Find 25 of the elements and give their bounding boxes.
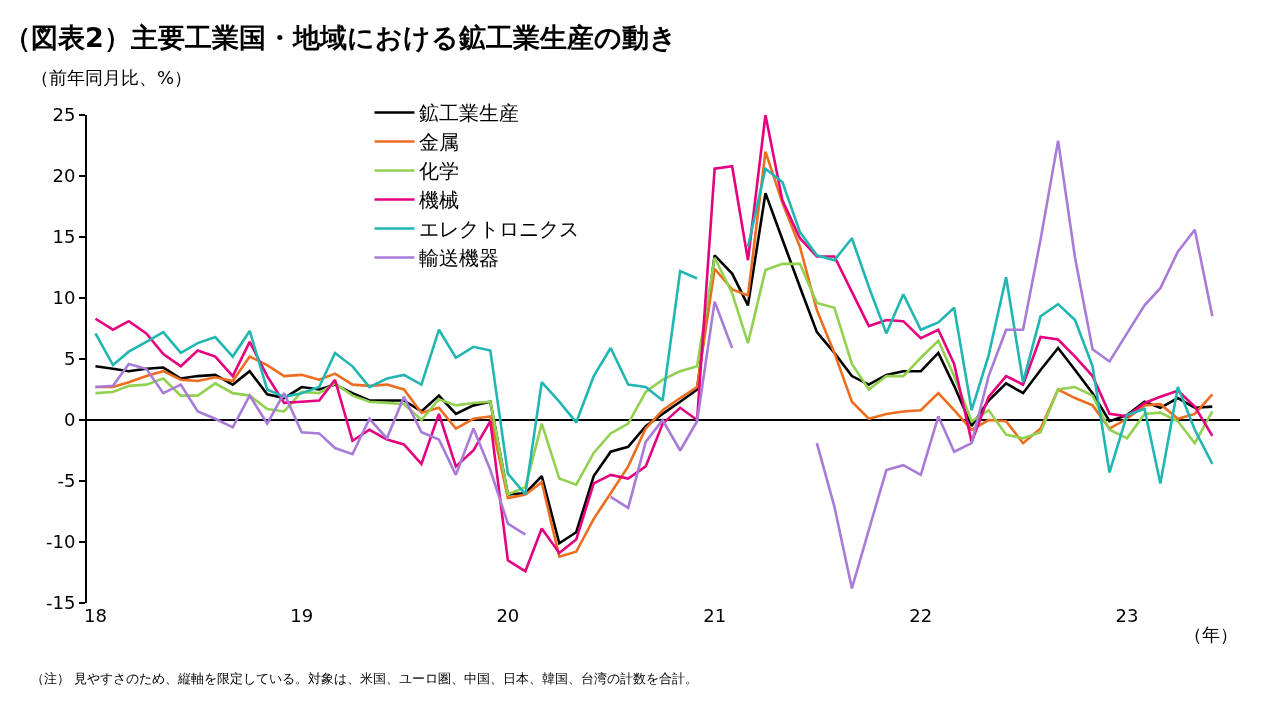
x-tick-label: 21 <box>703 605 727 626</box>
legend-label: 金属 <box>419 130 460 155</box>
y-tick-label: 10 <box>52 287 76 309</box>
legend-label: エレクトロニクス <box>419 217 580 242</box>
y-tick-label: -15 <box>45 592 76 614</box>
x-axis-title: （年） <box>1184 624 1238 645</box>
y-axis-title: （前年同月比、%） <box>31 67 193 88</box>
legend-label: 鉱工業生産 <box>419 101 520 126</box>
y-tick-label: -10 <box>45 531 76 553</box>
legend-label: 機械 <box>419 188 460 213</box>
y-tick-label: 0 <box>63 409 76 431</box>
text: （注） 見やすさのため、縦軸を限定している。対象は、米国、ユーロ圏、中国、日本、韓国、台湾の計数を合計。 <box>31 671 699 686</box>
y-tick-label: 5 <box>63 348 76 370</box>
y-tick-label: 15 <box>52 226 76 248</box>
x-tick-label: 22 <box>909 605 933 626</box>
legend-label: 輸送機器 <box>419 246 500 271</box>
x-tick-label: 23 <box>1115 605 1139 626</box>
x-tick-label: 18 <box>84 605 107 626</box>
y-tick-label: 25 <box>52 104 76 126</box>
y-tick-label: -5 <box>57 470 76 492</box>
chart-title: （図表2）主要工業国・地域における鉱工業生産の動き <box>4 22 677 53</box>
y-tick-label: 20 <box>52 165 76 187</box>
legend-label: 化学 <box>419 159 460 184</box>
x-tick-label: 19 <box>290 605 314 626</box>
x-tick-label: 20 <box>496 605 520 626</box>
